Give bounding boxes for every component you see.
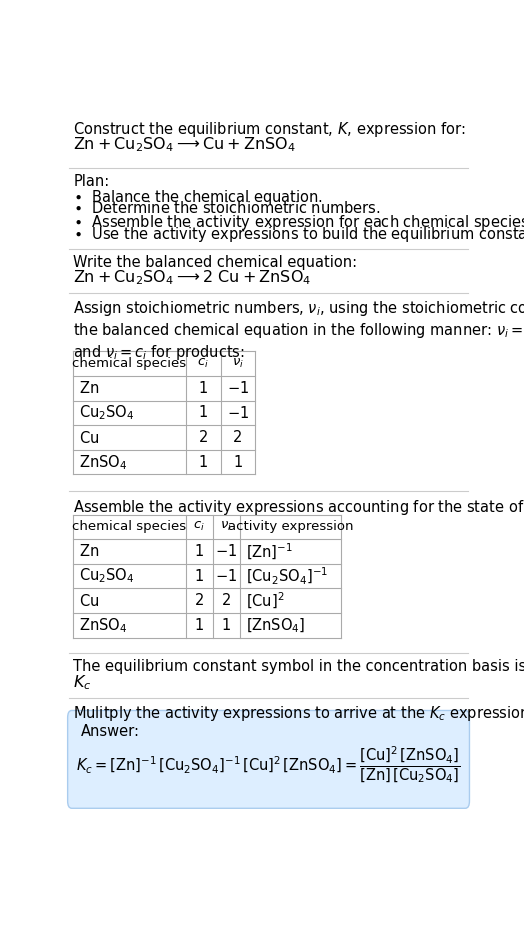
Text: chemical species: chemical species [72, 357, 187, 370]
Text: Plan:: Plan: [73, 174, 110, 189]
Text: Assign stoichiometric numbers, $\nu_i$, using the stoichiometric coefficients, $: Assign stoichiometric numbers, $\nu_i$, … [73, 299, 524, 361]
Text: $\mathrm{Cu_2SO_4}$: $\mathrm{Cu_2SO_4}$ [80, 403, 135, 422]
Text: 1: 1 [199, 380, 208, 396]
Text: $\bullet$  Use the activity expressions to build the equilibrium constant expres: $\bullet$ Use the activity expressions t… [73, 225, 524, 244]
Text: 2: 2 [222, 593, 231, 609]
Text: $-1$: $-1$ [215, 543, 237, 559]
Text: 2: 2 [194, 593, 204, 609]
Text: $K_c$: $K_c$ [73, 673, 92, 691]
Text: chemical species: chemical species [72, 520, 187, 534]
Text: Construct the equilibrium constant, $K$, expression for:: Construct the equilibrium constant, $K$,… [73, 120, 466, 139]
Text: $\mathrm{ZnSO_4}$: $\mathrm{ZnSO_4}$ [80, 453, 128, 472]
Text: $c_i$: $c_i$ [197, 357, 209, 370]
Text: $c_i$: $c_i$ [193, 520, 205, 534]
Text: $\mathrm{Cu}$: $\mathrm{Cu}$ [80, 592, 100, 609]
Text: 1: 1 [194, 544, 204, 559]
Text: $\mathrm{Zn}$: $\mathrm{Zn}$ [80, 380, 100, 397]
Text: 1: 1 [199, 455, 208, 470]
Text: $\bullet$  Assemble the activity expression for each chemical species.: $\bullet$ Assemble the activity expressi… [73, 213, 524, 232]
Text: Write the balanced chemical equation:: Write the balanced chemical equation: [73, 255, 357, 270]
Text: Assemble the activity expressions accounting for the state of matter and $\nu_i$: Assemble the activity expressions accoun… [73, 497, 524, 516]
Text: $\mathrm{ZnSO_4}$: $\mathrm{ZnSO_4}$ [80, 616, 128, 634]
FancyBboxPatch shape [68, 710, 470, 808]
Text: $-1$: $-1$ [227, 380, 249, 397]
Text: 1: 1 [194, 569, 204, 584]
Text: The equilibrium constant symbol in the concentration basis is:: The equilibrium constant symbol in the c… [73, 659, 524, 674]
Text: $-1$: $-1$ [215, 568, 237, 584]
Text: $\nu_i$: $\nu_i$ [232, 357, 244, 370]
Text: $\mathrm{Cu_2SO_4}$: $\mathrm{Cu_2SO_4}$ [80, 567, 135, 586]
Text: $[\mathrm{ZnSO_4}]$: $[\mathrm{ZnSO_4}]$ [246, 616, 305, 634]
Text: $K_c = [\mathrm{Zn}]^{-1}\,[\mathrm{Cu_2SO_4}]^{-1}\,[\mathrm{Cu}]^2\,[\mathrm{Z: $K_c = [\mathrm{Zn}]^{-1}\,[\mathrm{Cu_2… [77, 745, 461, 786]
Text: $\nu_i$: $\nu_i$ [221, 520, 232, 534]
Text: $-1$: $-1$ [227, 405, 249, 421]
Text: 2: 2 [199, 430, 208, 445]
Text: 1: 1 [233, 455, 243, 470]
Text: 1: 1 [194, 618, 204, 633]
Text: $[\mathrm{Cu_2SO_4}]^{-1}$: $[\mathrm{Cu_2SO_4}]^{-1}$ [246, 566, 328, 587]
Text: $[\mathrm{Zn}]^{-1}$: $[\mathrm{Zn}]^{-1}$ [246, 541, 293, 561]
Text: Mulitply the activity expressions to arrive at the $K_c$ expression:: Mulitply the activity expressions to arr… [73, 704, 524, 723]
Text: 1: 1 [199, 405, 208, 420]
Text: 1: 1 [222, 618, 231, 633]
Text: $\bullet$  Balance the chemical equation.: $\bullet$ Balance the chemical equation. [73, 188, 323, 207]
Text: $\mathrm{Zn + Cu_2SO_4 \longrightarrow 2\ Cu + ZnSO_4}$: $\mathrm{Zn + Cu_2SO_4 \longrightarrow 2… [73, 268, 311, 287]
Text: $\mathrm{Zn}$: $\mathrm{Zn}$ [80, 543, 100, 559]
Text: 2: 2 [233, 430, 243, 445]
Text: activity expression: activity expression [227, 520, 353, 534]
Text: $\mathrm{Zn + Cu_2SO_4 \longrightarrow Cu + ZnSO_4}$: $\mathrm{Zn + Cu_2SO_4 \longrightarrow C… [73, 136, 296, 154]
Text: $[\mathrm{Cu}]^2$: $[\mathrm{Cu}]^2$ [246, 591, 285, 611]
Text: $\mathrm{Cu}$: $\mathrm{Cu}$ [80, 430, 100, 445]
Text: Answer:: Answer: [81, 724, 140, 739]
Text: $\bullet$  Determine the stoichiometric numbers.: $\bullet$ Determine the stoichiometric n… [73, 201, 381, 217]
